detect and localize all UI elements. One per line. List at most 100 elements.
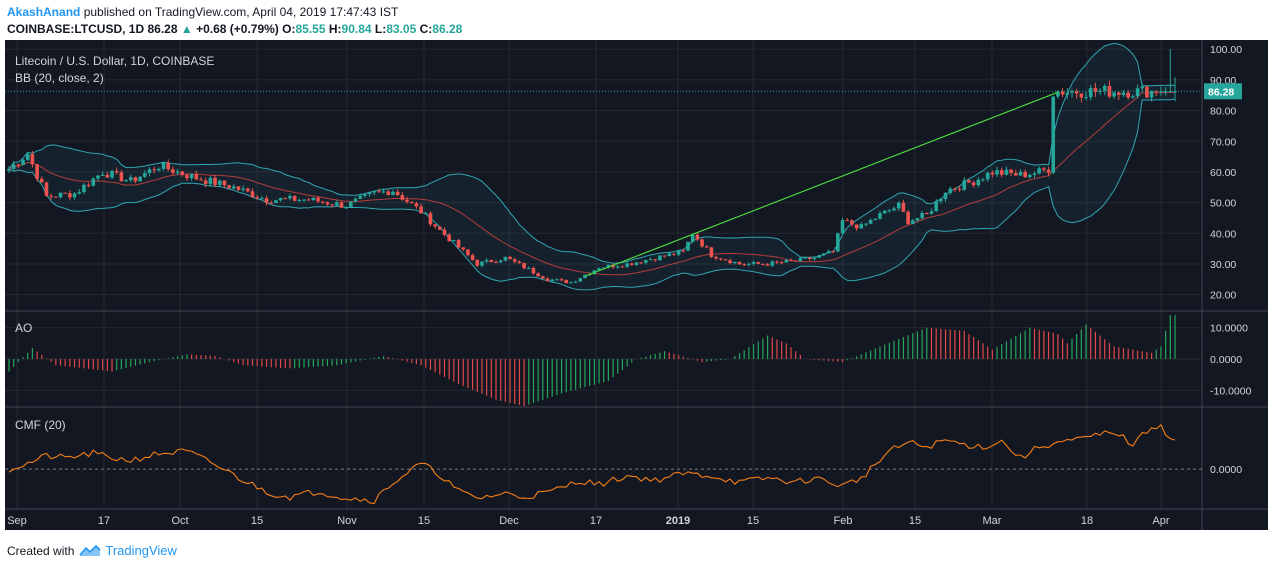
- candle-body: [1168, 91, 1173, 93]
- bb-upper: [8, 42, 1176, 264]
- candle-body: [882, 210, 887, 214]
- candle-body: [438, 226, 442, 230]
- time-tick-label: 15: [418, 515, 430, 527]
- candle-body: [1088, 88, 1093, 98]
- candle-body: [138, 176, 142, 182]
- candle-body: [498, 260, 503, 263]
- price-tick-label: 100.00: [1210, 44, 1242, 56]
- candle-body: [854, 224, 859, 229]
- candle-body: [957, 188, 962, 190]
- candle-body: [278, 198, 283, 201]
- candle-body: [503, 256, 508, 261]
- candle-body: [761, 263, 765, 265]
- time-tick-label: 15: [747, 515, 759, 527]
- candle-body: [999, 170, 1004, 175]
- candle-body: [962, 180, 967, 190]
- symbol[interactable]: COINBASE:LTCUSD, 1D: [7, 22, 145, 36]
- candle-body: [784, 260, 789, 263]
- candle-body: [864, 223, 868, 225]
- candle-body: [1065, 92, 1070, 95]
- candle-body: [634, 262, 639, 265]
- last-price: 86.28: [147, 22, 178, 36]
- candle-body: [700, 239, 704, 247]
- close-value: 86.28: [432, 22, 463, 36]
- candle-body: [639, 262, 643, 264]
- candle-body: [283, 198, 288, 200]
- candle-body: [105, 174, 110, 178]
- candle-body: [353, 198, 358, 202]
- candle-body: [292, 195, 297, 201]
- candle-body: [906, 211, 910, 225]
- chart-frame[interactable]: 100.00 90.00 80.00 70.00 60.00 50.00 40.00 30.0…: [5, 40, 1268, 530]
- candle-body: [1093, 88, 1098, 92]
- candle-body: [185, 175, 189, 179]
- candle-body: [386, 191, 391, 196]
- candle-body: [49, 195, 53, 197]
- candle-body: [367, 192, 372, 195]
- price-tick-label: 40.00: [1210, 228, 1236, 240]
- candle-body: [555, 279, 559, 281]
- candle-body: [733, 261, 737, 264]
- candle-body: [1051, 96, 1056, 173]
- candle-body: [681, 250, 686, 252]
- candle-body: [658, 255, 662, 261]
- time-tick-label: Feb: [834, 515, 853, 527]
- candle-body: [461, 247, 466, 250]
- bb-lower: [8, 98, 1176, 291]
- candle-body: [892, 208, 896, 211]
- candle-body: [747, 263, 751, 265]
- candle-body: [157, 168, 161, 171]
- candle-body: [63, 192, 67, 194]
- candle-body: [770, 261, 775, 266]
- candle-body: [82, 184, 86, 193]
- pane-title-ao: AO: [15, 321, 32, 335]
- candle-body: [920, 212, 924, 219]
- grid: [5, 40, 1202, 508]
- candle-body: [72, 193, 77, 198]
- candle-body: [39, 178, 44, 183]
- candle-body: [929, 211, 934, 214]
- candle-body: [306, 199, 311, 201]
- footer: Created with TradingView: [7, 543, 177, 558]
- candle-body: [1149, 90, 1154, 98]
- candle-body: [779, 262, 784, 264]
- candle-body: [161, 162, 166, 169]
- candle-body: [1004, 169, 1009, 175]
- candle-body: [227, 185, 231, 189]
- author-link[interactable]: AkashAnand: [7, 5, 81, 19]
- candle-body: [395, 191, 400, 196]
- candle-body: [11, 164, 16, 169]
- candle-body: [86, 184, 91, 186]
- open-label: O:: [282, 22, 296, 36]
- tradingview-brand[interactable]: TradingView: [105, 543, 177, 558]
- candle-body: [475, 259, 480, 266]
- candle-body: [330, 204, 334, 206]
- candle-body: [269, 202, 274, 204]
- time-tick-label: 15: [251, 515, 263, 527]
- candle-body: [831, 251, 835, 253]
- candle-body: [423, 213, 428, 215]
- chart-svg[interactable]: 100.0090.0080.0070.0060.0050.0040.0030.0…: [5, 40, 1268, 530]
- open-value: 85.55: [295, 22, 326, 36]
- price-tick-label: 70.00: [1210, 136, 1236, 148]
- candle-body: [667, 253, 672, 257]
- time-tick-label: Dec: [499, 515, 519, 527]
- candle-body: [971, 182, 976, 186]
- candle-body: [775, 261, 779, 263]
- candle-body: [213, 177, 217, 185]
- created-with-text: Created with: [7, 543, 75, 558]
- trendline[interactable]: [584, 91, 1059, 277]
- candle-body: [578, 278, 583, 282]
- candle-body: [297, 200, 302, 202]
- candle-body: [236, 186, 241, 190]
- candle-body: [255, 197, 259, 199]
- candle-body: [480, 261, 484, 266]
- price-tick-label: 20.00: [1210, 290, 1236, 302]
- candle-body: [826, 251, 831, 254]
- candle-body: [414, 203, 419, 207]
- candle-body: [419, 206, 423, 214]
- candle-body: [494, 262, 498, 264]
- candle-body: [1145, 86, 1149, 98]
- bb-fill: [9, 43, 1175, 290]
- time-tick-label: Nov: [337, 515, 357, 527]
